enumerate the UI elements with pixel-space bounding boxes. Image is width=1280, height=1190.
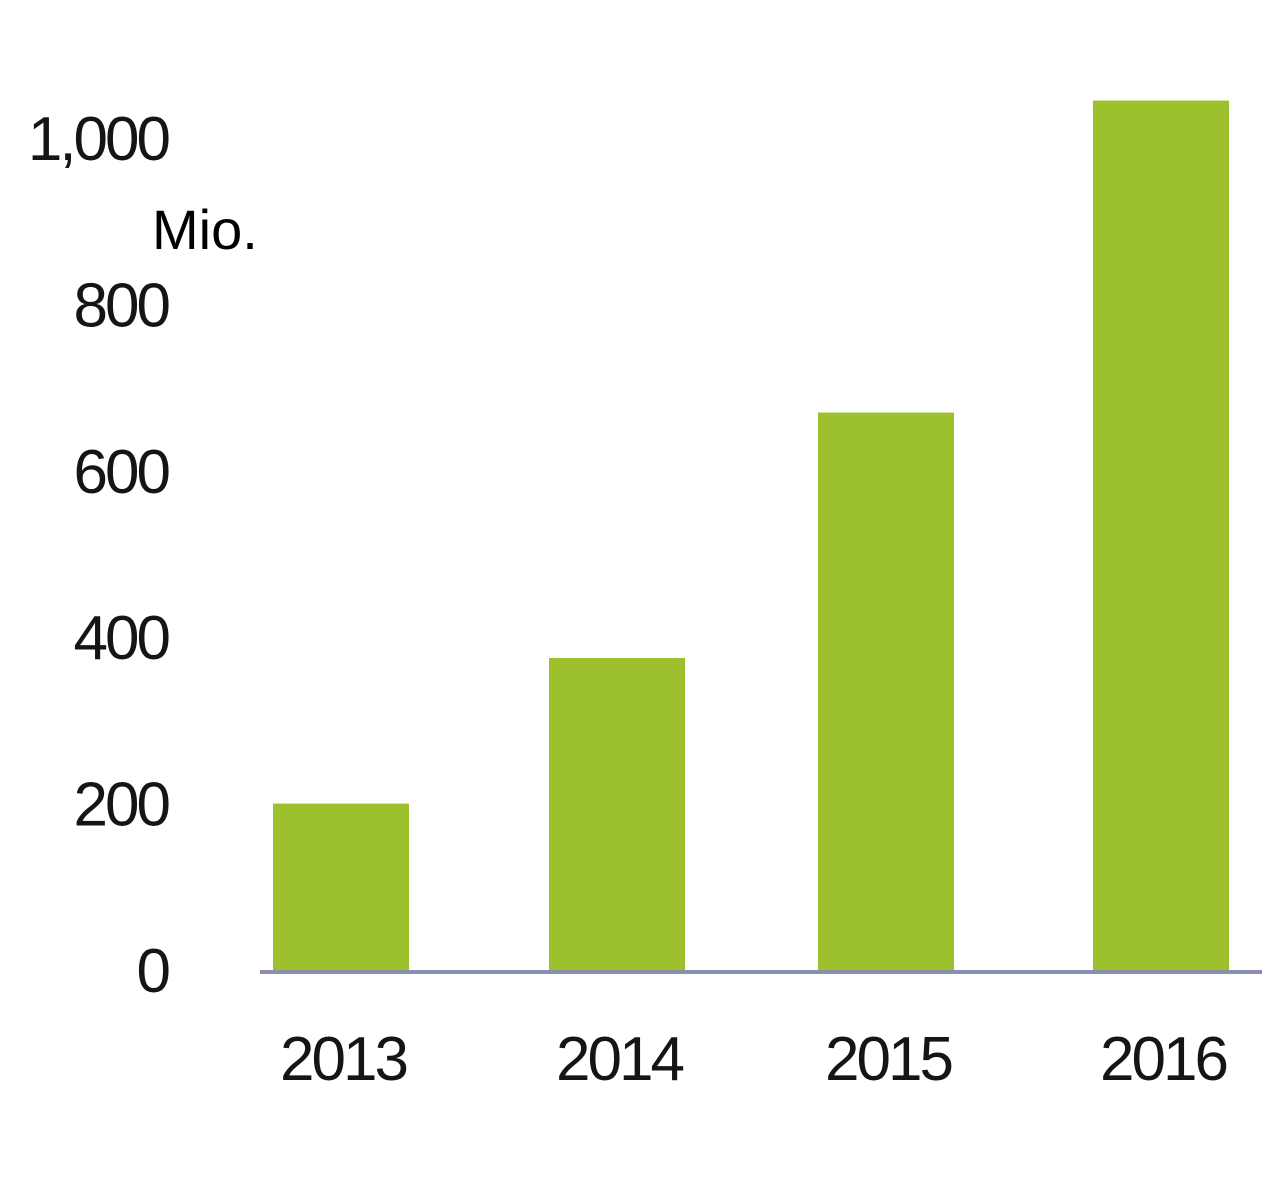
y-axis-ticks: 0 200 400 600 800 1,000 [28,105,173,1006]
y-tick-label: 0 [137,937,170,1006]
y-tick-label: 1,000 [28,105,170,174]
y-axis-unit-label: Mio. [152,198,258,261]
bar-2016 [1093,100,1229,970]
x-tick-label: 2014 [556,1025,683,1094]
y-tick-label: 200 [74,771,170,840]
bar-2015 [818,412,954,970]
y-tick-label: 600 [74,438,170,507]
bar-2013 [273,803,409,970]
x-tick-label: 2013 [280,1025,406,1094]
x-tick-label: 2015 [825,1025,951,1094]
x-axis-labels: 2013 2014 2015 2016 [280,1025,1229,1094]
bars-group [273,100,1229,970]
y-tick-label: 800 [74,271,170,340]
x-tick-label: 2016 [1100,1025,1226,1094]
bar-2014 [549,658,685,970]
y-tick-label: 400 [74,604,170,673]
